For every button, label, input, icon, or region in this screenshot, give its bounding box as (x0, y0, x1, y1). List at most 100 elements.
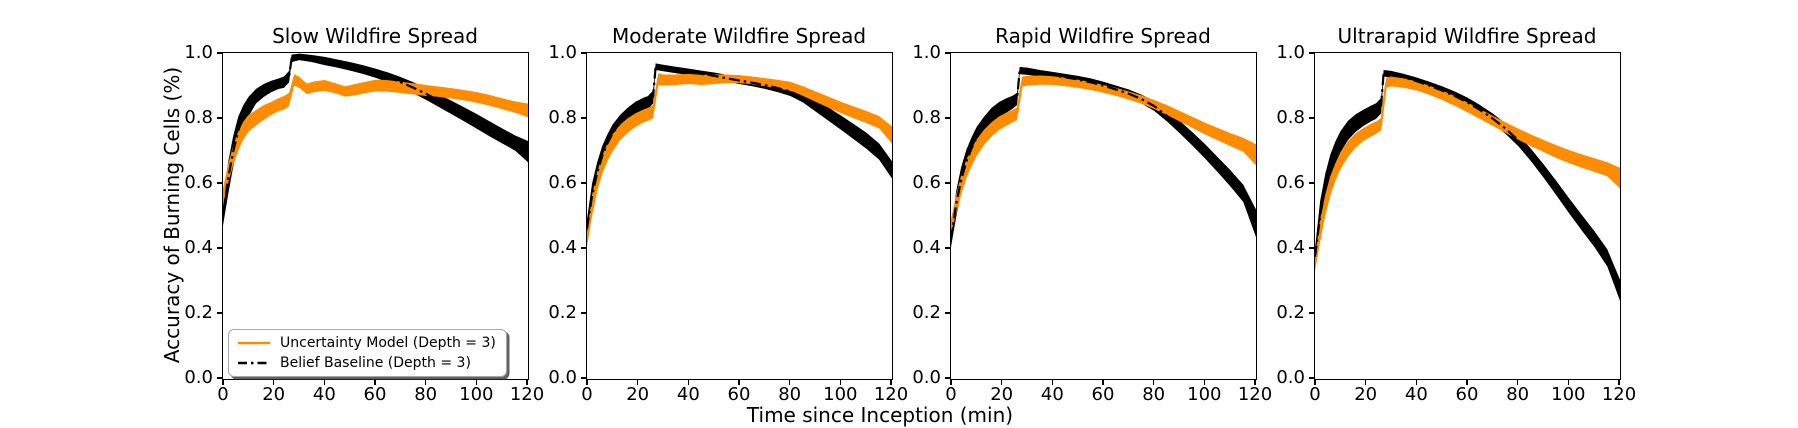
y-tick-mark (216, 377, 222, 379)
y-tick-label: 0.4 (548, 237, 577, 258)
y-tick-label: 0.8 (184, 107, 213, 128)
x-tick-mark (1466, 379, 1468, 385)
y-tick-mark (216, 117, 222, 119)
y-tick-label: 1.0 (184, 42, 213, 63)
x-tick-mark (839, 379, 842, 385)
y-tick-mark (1308, 247, 1314, 249)
x-tick-mark (222, 379, 224, 385)
subplot-moderate: Moderate Wildfire Spread 0.0 0.2 0.4 0.6 0.8… (548, 0, 908, 428)
y-tick-label: 0.6 (1276, 172, 1305, 193)
y-tick-label: 0.2 (912, 302, 941, 323)
y-tick-label: 0.2 (184, 302, 213, 323)
x-tick-label: 60 (727, 384, 751, 405)
y-tick-label: 0.6 (912, 172, 941, 193)
legend-item-uncertainty-model: Uncertainty Model (Depth = 3) (237, 333, 496, 352)
y-tick-label: 0.4 (912, 237, 941, 258)
y-tick-mark (1308, 312, 1314, 314)
x-tick-mark (475, 379, 478, 385)
y-tick-mark (944, 312, 950, 314)
x-tick-mark (1415, 379, 1418, 385)
belief-baseline-depth-3-line (1314, 71, 1620, 291)
x-tick-mark (636, 379, 639, 385)
x-tick-label: 120 (509, 384, 545, 405)
x-tick-label: 40 (1040, 384, 1064, 405)
y-tick-mark (1308, 377, 1314, 379)
x-tick-mark (526, 379, 528, 385)
y-tick-mark (944, 377, 950, 379)
legend-line-belief-icon (238, 361, 270, 364)
x-tick-label: 80 (414, 384, 438, 405)
y-tick-mark (580, 182, 586, 184)
x-tick-mark (788, 379, 791, 385)
y-tick-label: 0.0 (548, 367, 577, 388)
y-tick-label: 0.4 (1276, 237, 1305, 258)
y-tick-label: 1.0 (548, 42, 577, 63)
legend: Uncertainty Model (Depth = 3) Belief Bas… (228, 329, 507, 377)
x-tick-mark (1516, 379, 1519, 385)
uncertainty-model-depth-3-line (1314, 79, 1620, 265)
x-tick-label: 60 (363, 384, 387, 405)
y-tick-label: 0.8 (548, 107, 577, 128)
y-tick-label: 0.8 (912, 107, 941, 128)
belief-baseline-depth-3-line (222, 55, 528, 216)
y-tick-label: 0.0 (912, 367, 941, 388)
x-tick-label: 80 (1142, 384, 1166, 405)
x-tick-mark (1254, 379, 1256, 385)
x-tick-mark (586, 379, 588, 385)
y-tick-label: 0.2 (1276, 302, 1305, 323)
plot-canvas-ultrarapid (1314, 69, 1620, 301)
subplot-title-ultrarapid: Ultrarapid Wildfire Spread (1337, 24, 1597, 48)
x-tick-label: 80 (778, 384, 802, 405)
y-tick-mark (1308, 52, 1314, 54)
belief-baseline-depth-3-band (950, 66, 1256, 247)
uncertainty-model-depth-3-line (950, 78, 1256, 226)
x-tick-mark (323, 379, 326, 385)
x-tick-label: 0 (217, 384, 229, 405)
x-tick-mark (1567, 379, 1570, 385)
x-tick-label: 20 (990, 384, 1014, 405)
x-tick-mark (687, 379, 690, 385)
subplot-slow: Slow Wildfire Spread 0.0 0.2 0.4 0.6 0.8 1.0 0… (184, 0, 544, 428)
belief-baseline-depth-3-line (586, 65, 892, 228)
x-tick-mark (1618, 379, 1620, 385)
x-tick-label: 20 (1354, 384, 1378, 405)
subplot-rapid: Rapid Wildfire Spread 0.0 0.2 0.4 0.6 0.8 1.0… (912, 0, 1272, 428)
y-tick-mark (944, 117, 950, 119)
y-tick-mark (216, 52, 222, 54)
x-tick-mark (424, 379, 427, 385)
x-tick-mark (950, 379, 952, 385)
x-tick-label: 40 (676, 384, 700, 405)
x-tick-label: 60 (1455, 384, 1479, 405)
x-tick-mark (272, 379, 275, 385)
subplot-ultrarapid: Ultrarapid Wildfire Spread 0.0 0.2 0.4 0.6 0… (1276, 0, 1636, 428)
legend-label-uncertainty: Uncertainty Model (Depth = 3) (280, 334, 496, 351)
x-tick-label: 120 (873, 384, 909, 405)
x-tick-label: 40 (312, 384, 336, 405)
y-tick-label: 0.4 (184, 237, 213, 258)
x-axis-label: Time since Inception (min) (746, 403, 1014, 427)
x-tick-label: 120 (1601, 384, 1637, 405)
x-tick-label: 20 (262, 384, 286, 405)
x-tick-label: 100 (1187, 384, 1222, 405)
x-tick-label: 0 (1309, 384, 1321, 405)
y-tick-label: 0.0 (1276, 367, 1305, 388)
plot-area (221, 51, 529, 380)
y-tick-label: 0.2 (548, 302, 577, 323)
y-tick-mark (944, 247, 950, 249)
x-tick-label: 80 (1506, 384, 1530, 405)
y-tick-label: 0.6 (184, 172, 213, 193)
y-tick-mark (580, 312, 586, 314)
x-tick-label: 100 (1551, 384, 1586, 405)
plot-area (585, 51, 893, 380)
y-tick-mark (216, 182, 222, 184)
subplot-title-moderate: Moderate Wildfire Spread (611, 24, 867, 48)
belief-baseline-depth-3-line (950, 69, 1256, 240)
x-tick-label: 0 (581, 384, 593, 405)
x-tick-label: 20 (626, 384, 650, 405)
x-tick-mark (890, 379, 892, 385)
uncertainty-model-depth-3-line (586, 77, 892, 241)
x-tick-mark (1203, 379, 1206, 385)
y-tick-mark (1308, 182, 1314, 184)
y-tick-label: 0.6 (548, 172, 577, 193)
